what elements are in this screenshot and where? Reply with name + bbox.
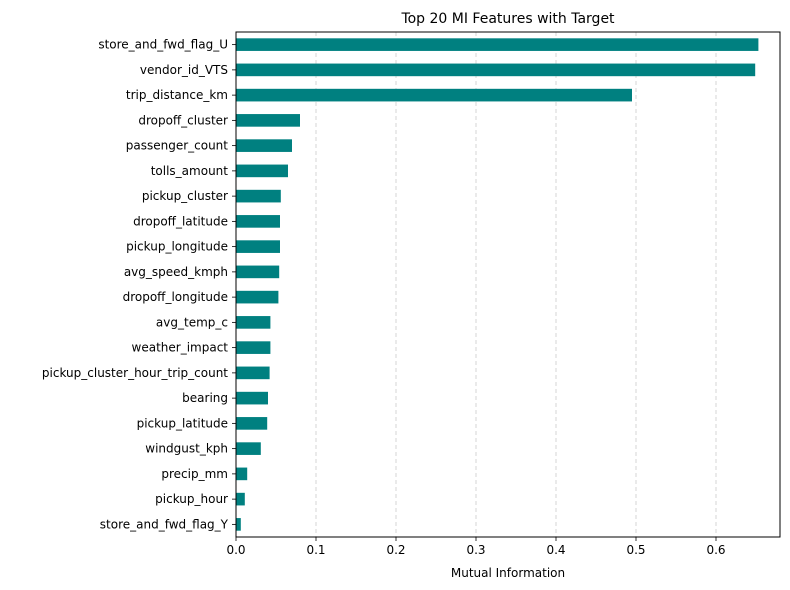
y-tick-labels: store_and_fwd_flag_U vendor_id_VTS trip_di… — [42, 38, 236, 531]
y-tick-label: passenger_count — [126, 139, 229, 153]
plot-frame — [235, 31, 781, 538]
y-tick-label: vendor_id_VTS — [140, 63, 228, 77]
bar-pickup-hour — [236, 492, 245, 506]
y-tick-label: windgust_kph — [145, 442, 228, 456]
x-tick-label: 0.2 — [386, 543, 405, 557]
bar-vendor-id-VTS — [236, 63, 756, 77]
grid-lines — [315, 32, 717, 537]
bar-dropoff-latitude — [236, 215, 280, 228]
bar-store-and-fwd-flag-U — [236, 38, 759, 51]
bar-dropoff-cluster — [236, 114, 300, 127]
bar-pickup-latitude — [236, 417, 268, 430]
y-tick-label: dropoff_longitude — [123, 290, 228, 304]
bar-precip-mm — [236, 467, 248, 481]
bar-avg-temp-c — [236, 316, 271, 329]
bar-pickup-cluster-hour-trip-count — [236, 366, 270, 380]
x-tick-label: 0.6 — [706, 543, 725, 557]
x-tick-label: 0.5 — [626, 543, 645, 557]
y-tick-label: store_and_fwd_flag_U — [98, 38, 228, 52]
bar-bearing — [236, 391, 268, 405]
y-tick-label: bearing — [182, 391, 228, 405]
y-tick-label: pickup_hour — [155, 492, 228, 506]
chart-title: Top 20 MI Features with Target — [400, 11, 615, 27]
y-tick-label: weather_impact — [132, 341, 229, 355]
y-tick-label: store_and_fwd_flag_Y — [100, 517, 229, 531]
x-tick-labels: 0.0 0.1 0.2 0.3 0.4 0.5 0.6 — [226, 537, 726, 557]
y-tick-label: precip_mm — [161, 467, 228, 481]
bar-pickup-cluster — [236, 189, 281, 203]
bar-trip-distance-km — [236, 88, 632, 102]
y-tick-label: trip_distance_km — [126, 88, 228, 102]
bars — [236, 38, 759, 531]
y-tick-label: avg_speed_kmph — [124, 265, 228, 279]
y-tick-label: dropoff_cluster — [138, 113, 228, 127]
bar-avg-speed-kmph — [236, 265, 280, 279]
y-tick-label: tolls_amount — [151, 164, 229, 178]
y-tick-label: pickup_latitude — [137, 416, 228, 430]
x-tick-label: 0.1 — [306, 543, 325, 557]
bar-pickup-longitude — [236, 240, 280, 253]
y-tick-label: pickup_cluster — [142, 189, 228, 203]
x-tick-label: 0.3 — [466, 543, 485, 557]
bar-tolls-amount — [236, 164, 288, 178]
bar-dropoff-longitude — [236, 290, 279, 304]
y-tick-label: dropoff_latitude — [133, 214, 228, 228]
bar-weather-impact — [236, 341, 271, 354]
bar-passenger-count — [236, 139, 292, 152]
bar-windgust-kph — [236, 442, 261, 455]
y-tick-label: avg_temp_c — [156, 315, 228, 329]
x-tick-label: 0.4 — [546, 543, 565, 557]
y-tick-label: pickup_longitude — [126, 240, 228, 254]
y-tick-label: pickup_cluster_hour_trip_count — [42, 366, 228, 380]
x-axis-label: Mutual Information — [451, 566, 565, 580]
bar-store-and-fwd-flag-Y — [236, 518, 241, 531]
x-tick-label: 0.0 — [226, 543, 245, 557]
